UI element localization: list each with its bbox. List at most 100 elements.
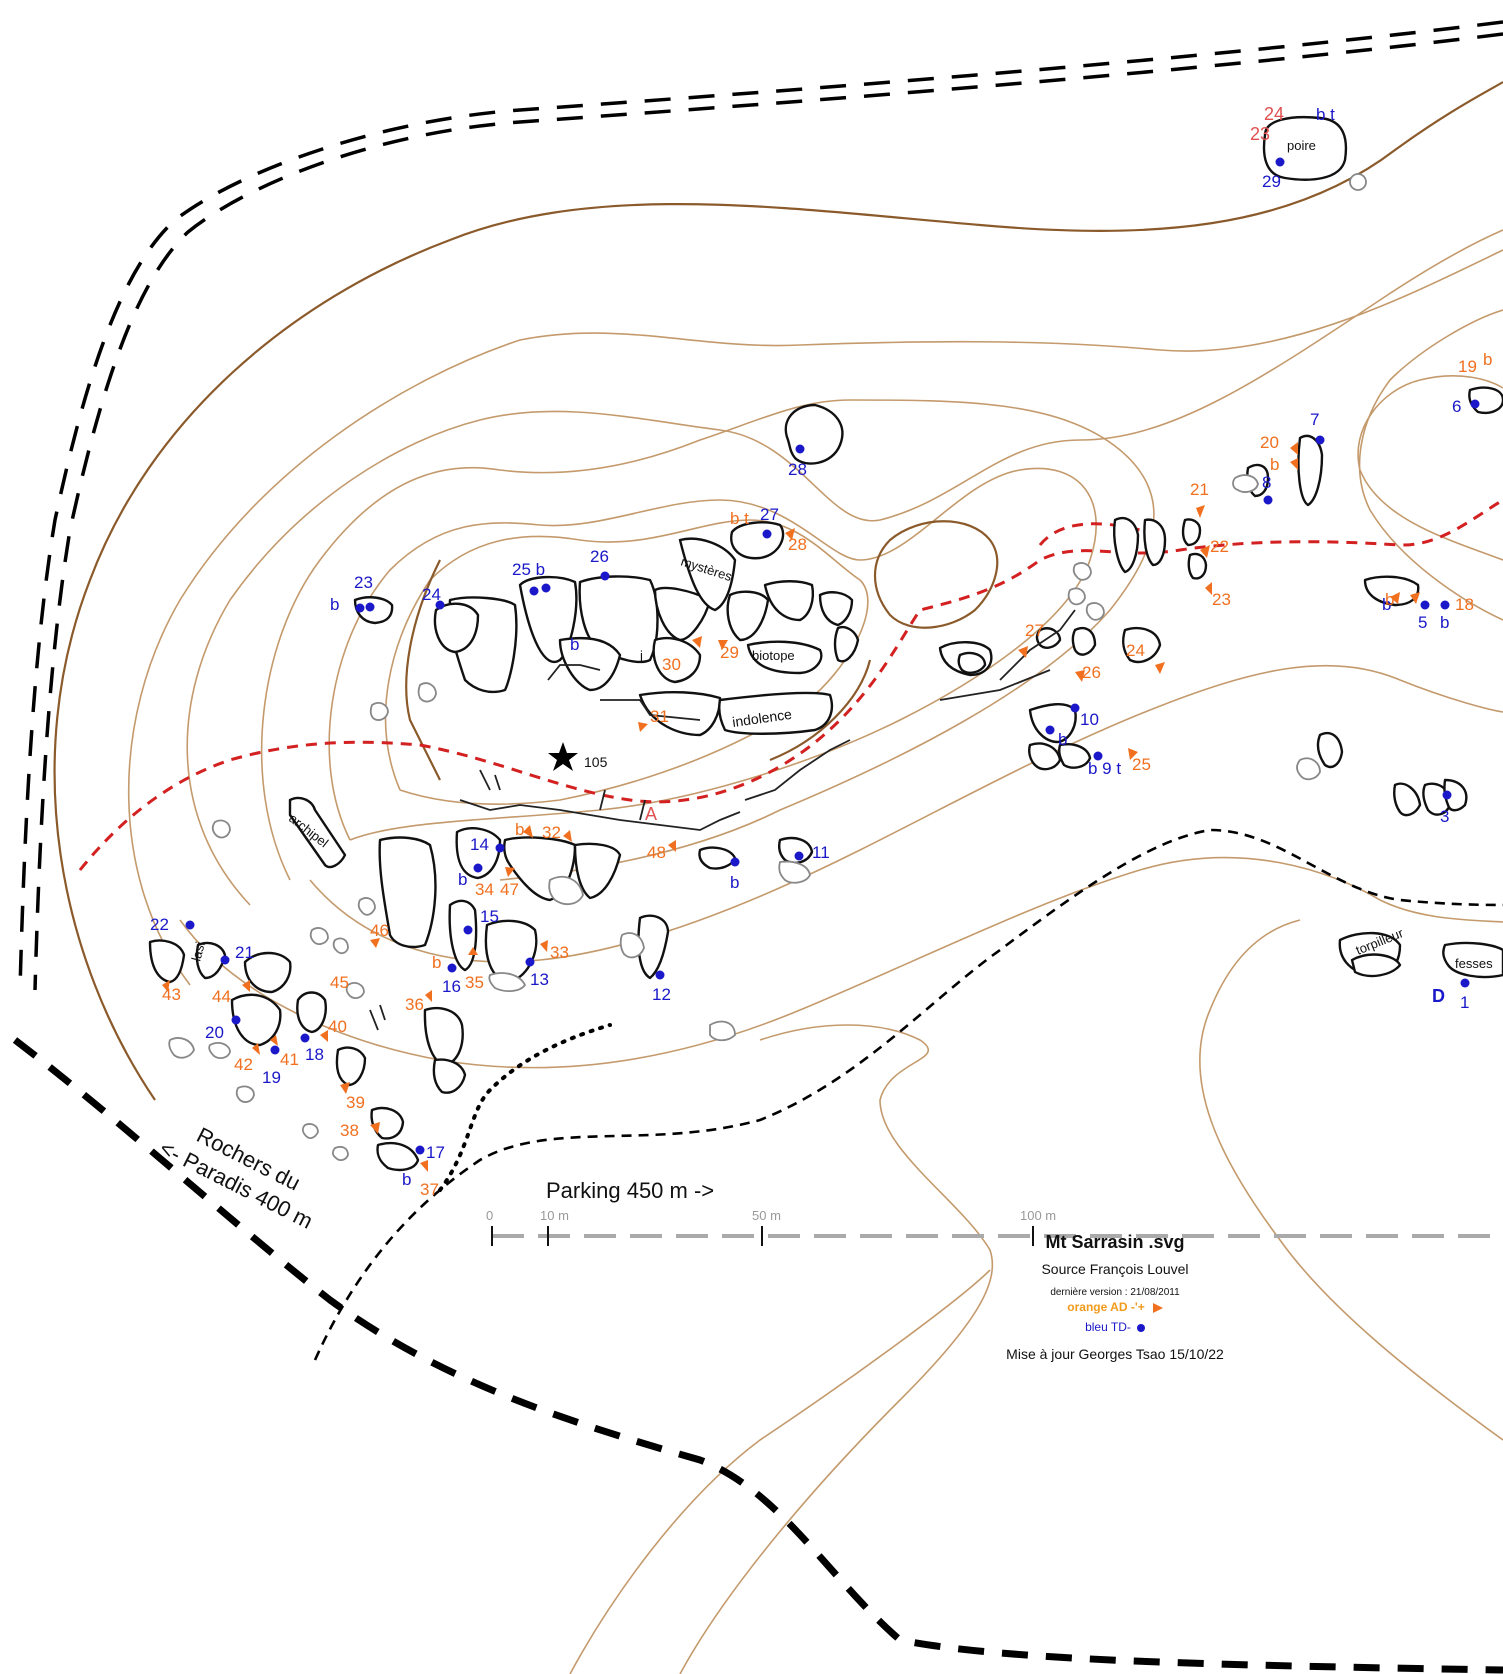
scale-label-10: 10 m (540, 1208, 569, 1223)
label-orange-46: 46 (370, 921, 389, 940)
label-blue-12: 12 (652, 985, 671, 1004)
label-orange-35b: b (432, 953, 441, 972)
label-orange-19b: b (1483, 350, 1492, 369)
blue-dot-icon (1136, 1323, 1145, 1332)
label-blue-mini-b: b (570, 635, 579, 654)
label-orange-25: 25 (1132, 755, 1151, 774)
summit-star-icon (548, 742, 578, 771)
label-orange-26: 26 (1082, 663, 1101, 682)
direction-parking: Parking 450 m -> (546, 1178, 714, 1203)
label-blue-7: 7 (1310, 410, 1319, 429)
label-orange-35: 35 (465, 973, 484, 992)
poire-n24: 24 (1264, 104, 1284, 124)
labels: poire mystères biotope indolence archipe… (150, 104, 1493, 1234)
label-orange-41: 41 (280, 1050, 299, 1069)
label-orange-19: 19 (1458, 357, 1477, 376)
label-orange-36: 36 (405, 995, 424, 1014)
label-blue-11b: b (730, 873, 739, 892)
label-blue-1: 1 (1460, 993, 1469, 1012)
label-orange-42: 42 (234, 1055, 253, 1074)
rock-name-j: j (639, 648, 643, 663)
label-blue-19: 19 (262, 1068, 281, 1087)
label-blue-14: 14 (470, 835, 489, 854)
label-orange-48: 48 (647, 843, 666, 862)
scale-bar (491, 1226, 1503, 1246)
label-orange-30: 30 (662, 655, 681, 674)
label-blue-14b: b (458, 870, 467, 889)
label-blue-3: 3 (1440, 807, 1449, 826)
label-orange-40: 40 (328, 1017, 347, 1036)
map-update: Mise à jour Georges Tsao 15/10/22 (1006, 1346, 1224, 1362)
label-blue-23b: b (330, 595, 339, 614)
rock-name-fesses: fesses (1455, 956, 1493, 971)
label-blue-15: 15 (480, 907, 499, 926)
label-orange-29: 29 (720, 643, 739, 662)
label-orange-37: 37 (420, 1180, 439, 1199)
label-orange-47: 47 (500, 880, 519, 899)
map-legend: Mt Sarrasin .svg Source François Louvel … (960, 1232, 1270, 1362)
scale-label-100: 100 m (1020, 1208, 1056, 1223)
label-orange-20: 20 (1260, 433, 1279, 452)
marker-d: D (1432, 986, 1445, 1006)
label-blue-27: 27 (760, 505, 779, 524)
red-trail-branch (1038, 522, 1141, 546)
legend-blue: bleu TD- (960, 1320, 1270, 1334)
legend-orange-label: orange AD -'+ (1067, 1300, 1145, 1314)
label-orange-18b: b (1385, 590, 1394, 609)
label-orange-23: 23 (1212, 590, 1231, 609)
map-version: dernière version : 21/08/2011 (1050, 1287, 1180, 1298)
label-orange-18: 18 (1455, 595, 1474, 614)
rock-name-biotope: biotope (752, 648, 795, 663)
label-blue-26: 26 (590, 547, 609, 566)
label-blue-9: b 9 t (1088, 759, 1121, 778)
label-orange-38: 38 (340, 1121, 359, 1140)
label-blue-11: 11 (812, 843, 830, 862)
label-orange-31: 31 (650, 707, 669, 726)
label-blue-29: 29 (1262, 172, 1281, 191)
poire-n23: 23 (1250, 124, 1270, 144)
boulders (148, 116, 1503, 1172)
label-blue-20: 20 (205, 1023, 224, 1042)
label-orange-44: 44 (212, 987, 231, 1006)
label-orange-20b: b (1270, 455, 1279, 474)
label-blue-16: 16 (442, 977, 461, 996)
label-blue-17: 17 (426, 1143, 445, 1162)
label-blue-17b: b (402, 1170, 411, 1189)
label-orange-39: 39 (346, 1093, 365, 1112)
label-blue-25: 25 b (512, 560, 545, 579)
label-orange-22: 22 (1210, 537, 1229, 556)
label-blue-5bb: b (1382, 595, 1391, 614)
roads (12, 20, 1503, 1674)
map-title: Mt Sarrasin .svg (1045, 1232, 1185, 1252)
label-orange-27: 27 (1025, 621, 1044, 640)
label-orange-32: 32 (542, 823, 561, 842)
rock-name-lasi: lasi (188, 940, 208, 963)
label-blue-5: 5 (1418, 613, 1427, 632)
label-blue-23: 23 (354, 573, 373, 592)
marker-a: A (645, 804, 657, 824)
scale-label-0: 0 (486, 1208, 493, 1223)
label-blue-18: 18 (305, 1045, 324, 1064)
legend-blue-label: bleu TD- (1085, 1320, 1131, 1334)
contour-lines (53, 81, 1503, 1674)
label-blue-13: 13 (530, 970, 549, 989)
legend-orange: orange AD -'+ (960, 1300, 1270, 1314)
rock-name-poire: poire (1287, 138, 1316, 153)
red-trail (78, 498, 1503, 871)
label-orange-45: 45 (330, 973, 349, 992)
ledges (369, 609, 1076, 1031)
label-blue-10b: b (1058, 730, 1067, 749)
label-blue-bt-poire: b t (1316, 105, 1335, 124)
label-blue-10: 10 (1080, 710, 1099, 729)
map-source: Source François Louvel (1041, 1261, 1189, 1277)
label-orange-28: 28 (788, 535, 807, 554)
label-blue-5b: b (1440, 613, 1449, 632)
label-blue-28: 28 (788, 460, 807, 479)
label-orange-33: 33 (550, 943, 569, 962)
label-blue-8: 8 (1262, 473, 1271, 492)
label-blue-24: 24 (422, 585, 441, 604)
label-orange-21: 21 (1190, 480, 1209, 499)
label-orange-43: 43 (162, 985, 181, 1004)
scale-label-50: 50 m (752, 1208, 781, 1223)
